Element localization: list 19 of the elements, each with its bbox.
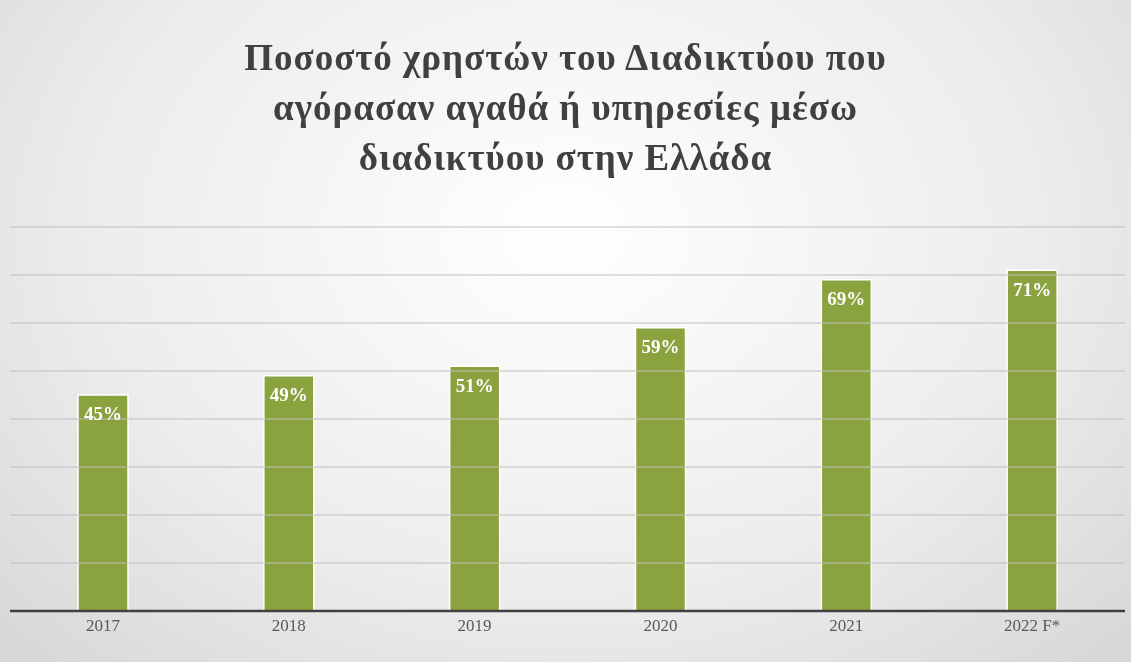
data-label: 49% [269, 384, 308, 406]
data-label: 51% [455, 374, 494, 396]
chart-title: Ποσοστό χρηστών του Διαδικτύου που αγόρασαν αγαθά ή υπηρεσίες μέσω διαδικτύου στην Ελλάδα [243, 35, 888, 180]
bar [1006, 269, 1058, 611]
data-label: 69% [827, 288, 866, 310]
bar [820, 279, 873, 611]
data-label: 59% [641, 336, 680, 358]
x-tick-label: 2018 [271, 616, 306, 636]
bar [448, 365, 501, 611]
bar [263, 375, 315, 611]
bar [77, 394, 129, 611]
bar [634, 327, 687, 611]
x-tick-label: 2020 [643, 616, 678, 636]
x-tick-label: 2019 [457, 616, 492, 636]
x-tick-label: 2022 F* [1003, 616, 1061, 636]
x-tick-label: 2021 [829, 616, 864, 636]
data-label: 45% [84, 403, 122, 425]
x-tick-label: 2017 [85, 616, 121, 636]
data-label: 71% [1013, 278, 1052, 300]
